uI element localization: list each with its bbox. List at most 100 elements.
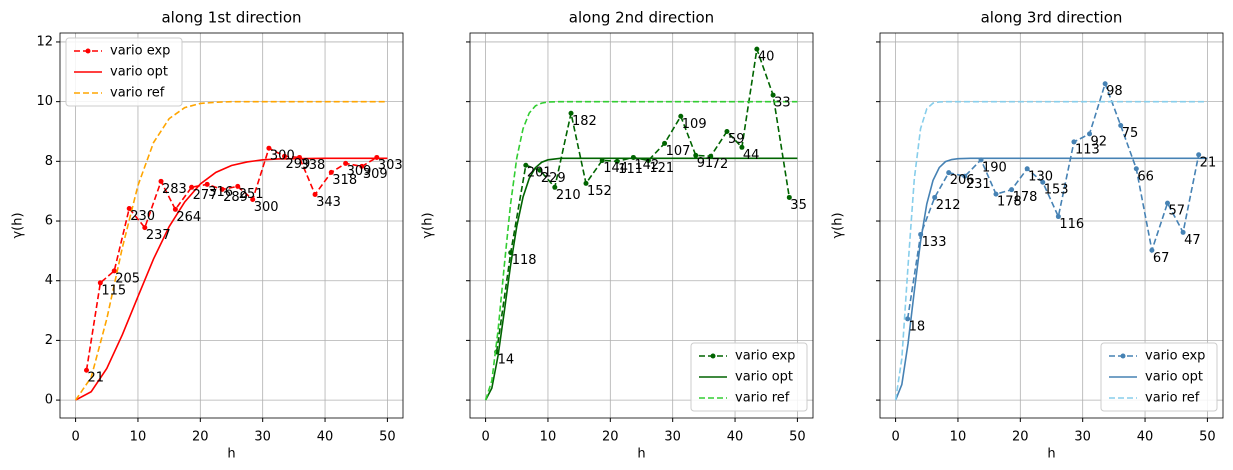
data-point xyxy=(343,160,349,166)
legend-marker xyxy=(1120,353,1126,359)
chart-title: along 1st direction xyxy=(161,9,301,27)
data-point xyxy=(645,157,651,163)
pair-count-label: 152 xyxy=(587,184,612,199)
y-axis-label: γ(h) xyxy=(831,212,846,238)
pair-count-label: 318 xyxy=(332,173,357,188)
data-point xyxy=(1055,214,1061,220)
data-point xyxy=(282,153,288,159)
data-point xyxy=(786,194,792,200)
plot-area xyxy=(894,81,1208,401)
x-tick-label: 40 xyxy=(727,430,744,445)
pair-count-label: 75 xyxy=(1122,126,1139,141)
pair-count-label: 59 xyxy=(728,132,745,147)
series-line xyxy=(495,48,791,353)
data-point xyxy=(932,194,938,200)
chart-title: along 2nd direction xyxy=(569,9,714,27)
pair-count-label: 178 xyxy=(997,195,1022,210)
pair-count-label: 144 xyxy=(603,161,628,176)
data-point xyxy=(1180,229,1186,235)
x-tick-label: 50 xyxy=(789,430,806,445)
x-tick-label: 30 xyxy=(254,430,271,445)
legend-label: vario ref xyxy=(110,86,165,101)
pair-count-label: 178 xyxy=(1013,190,1038,205)
data-point xyxy=(97,280,103,286)
data-point xyxy=(235,183,241,189)
data-point xyxy=(739,144,745,150)
data-point xyxy=(770,92,776,98)
data-point xyxy=(523,162,529,168)
pair-count-label: 33 xyxy=(774,96,791,111)
legend-label: vario opt xyxy=(735,370,793,385)
pair-count-label: 182 xyxy=(572,114,597,129)
series-line xyxy=(906,81,1200,320)
series-line xyxy=(894,100,1208,401)
pair-count-label: 21 xyxy=(88,371,105,386)
legend-label: vario opt xyxy=(110,65,168,80)
data-point xyxy=(905,316,911,322)
data-point xyxy=(946,170,952,176)
data-point xyxy=(204,181,210,187)
pair-count-label: 153 xyxy=(1044,183,1069,198)
pair-count-label: 190 xyxy=(982,160,1007,175)
pair-count-label: 130 xyxy=(1028,169,1053,184)
y-tick-label: 6 xyxy=(45,214,53,229)
x-axis-label: h xyxy=(227,447,235,462)
y-tick-label: 2 xyxy=(45,333,53,348)
pair-count-label: 109 xyxy=(682,117,707,132)
pair-count-label: 47 xyxy=(1184,233,1201,248)
series-line xyxy=(484,157,798,401)
series-line xyxy=(484,100,798,401)
x-tick-label: 0 xyxy=(71,430,79,445)
y-tick-label: 8 xyxy=(45,154,53,169)
pair-count-label: 111 xyxy=(618,162,643,177)
series-line xyxy=(74,100,388,401)
pair-count-label: 142 xyxy=(634,158,659,173)
data-point xyxy=(158,178,164,184)
legend-label: vario exp xyxy=(735,349,795,364)
data-point xyxy=(250,197,256,203)
data-point xyxy=(678,113,684,119)
x-tick-label: 20 xyxy=(602,430,619,445)
pair-count-label: 118 xyxy=(512,253,537,268)
pair-count-label: 343 xyxy=(316,195,341,210)
pair-count-label: 116 xyxy=(1059,217,1084,232)
pair-count-label: 230 xyxy=(130,209,155,224)
legend-marker xyxy=(710,353,716,359)
data-point xyxy=(1133,166,1139,172)
data-point xyxy=(1102,81,1108,87)
y-axis-label: γ(h) xyxy=(421,212,436,238)
data-point xyxy=(142,225,148,231)
pair-count-label: 264 xyxy=(176,210,201,225)
legend-label: vario exp xyxy=(110,44,170,59)
pair-count-label: 21 xyxy=(1200,155,1217,170)
legend-label: vario ref xyxy=(1145,391,1200,406)
pair-count-label: 14 xyxy=(498,353,515,368)
pair-count-label: 338 xyxy=(300,158,325,173)
pair-count-label: 57 xyxy=(1168,204,1185,219)
pair-count-label: 316 xyxy=(208,185,233,200)
pair-count-label: 107 xyxy=(666,144,691,159)
data-point xyxy=(724,128,730,134)
data-point xyxy=(1071,139,1077,145)
pair-count-label: 229 xyxy=(541,171,566,186)
pair-count-label: 212 xyxy=(936,198,961,213)
data-point xyxy=(993,191,999,197)
data-point xyxy=(583,180,589,186)
x-tick-label: 10 xyxy=(540,430,557,445)
data-point xyxy=(693,152,699,158)
pair-count-label: 40 xyxy=(758,50,775,65)
x-tick-label: 30 xyxy=(1074,430,1091,445)
legend-box xyxy=(1100,342,1218,412)
data-point xyxy=(708,153,714,159)
legend-marker xyxy=(85,48,91,54)
pair-count-label: 35 xyxy=(790,198,807,213)
pair-count-label: 300 xyxy=(254,200,279,215)
x-tick-label: 10 xyxy=(950,430,967,445)
pair-count-label: 67 xyxy=(1153,251,1170,266)
data-point xyxy=(1149,247,1155,253)
plot-area xyxy=(484,46,798,401)
series-line xyxy=(75,157,388,401)
data-point xyxy=(1040,179,1046,185)
y-tick-label: 0 xyxy=(45,393,53,408)
axes-frame xyxy=(59,32,404,419)
